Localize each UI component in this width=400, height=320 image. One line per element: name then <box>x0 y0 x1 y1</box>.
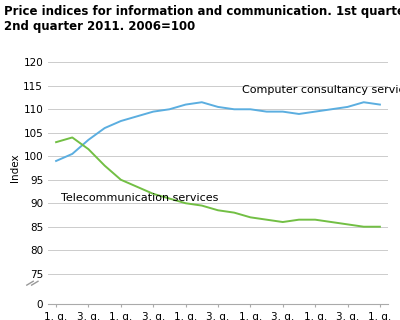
Y-axis label: Index: Index <box>10 154 20 182</box>
Text: Computer consultancy services: Computer consultancy services <box>242 85 400 95</box>
Text: Price indices for information and communication. 1st quarter 2006-
2nd quarter 2: Price indices for information and commun… <box>4 5 400 33</box>
Text: Telecommunication services: Telecommunication services <box>61 193 218 203</box>
